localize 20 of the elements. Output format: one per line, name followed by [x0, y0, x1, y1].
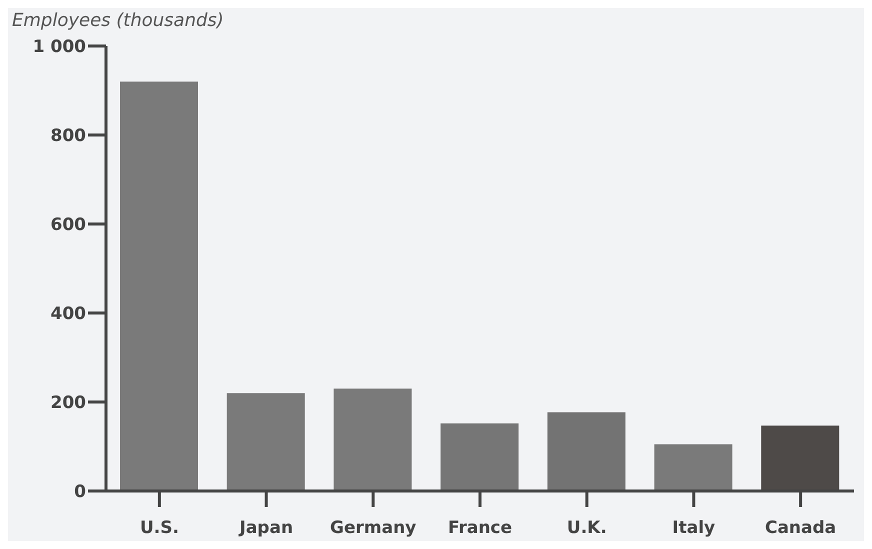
x-tick-label: U.K.	[566, 518, 607, 538]
x-tick-label: France	[448, 518, 512, 538]
bar	[120, 82, 198, 491]
y-axis-title: Employees (thousands)	[12, 10, 224, 31]
bar	[440, 423, 519, 491]
y-tick-label: 0	[74, 482, 86, 502]
y-tick-label: 600	[50, 215, 86, 236]
bar	[226, 393, 305, 491]
x-tick-label: U.S.	[140, 518, 179, 538]
bar	[547, 412, 626, 491]
y-tick-label: 200	[50, 393, 86, 414]
x-tick-label: Canada	[764, 518, 836, 538]
y-tick-label: 1 000	[32, 37, 86, 58]
bar	[334, 388, 412, 491]
bar	[654, 444, 732, 491]
x-tick-label: Japan	[238, 518, 294, 538]
x-tick-label: Italy	[672, 518, 716, 538]
y-tick-label: 800	[50, 126, 86, 146]
y-tick-label: 400	[50, 304, 86, 324]
x-tick-label: Germany	[330, 518, 416, 538]
